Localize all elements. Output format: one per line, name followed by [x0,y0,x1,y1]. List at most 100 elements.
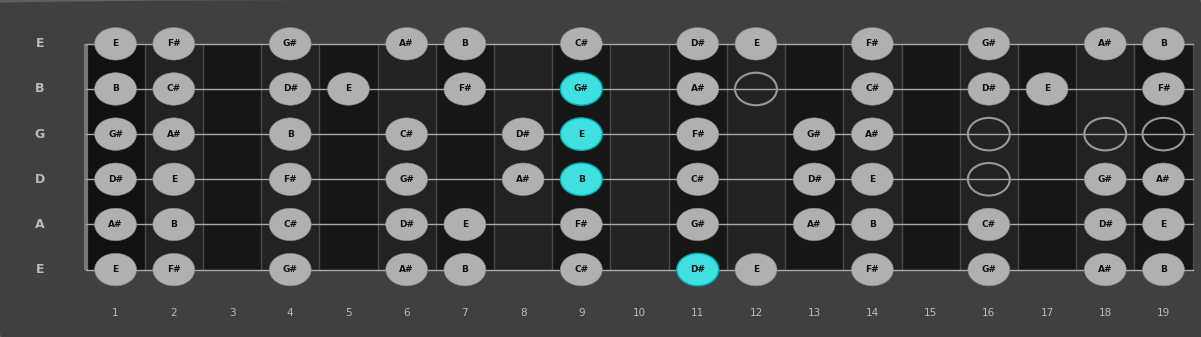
Text: C#: C# [866,85,879,93]
Ellipse shape [852,118,894,150]
Ellipse shape [852,28,894,60]
Text: F#: F# [1157,85,1170,93]
Ellipse shape [269,118,311,150]
Ellipse shape [677,28,718,60]
Ellipse shape [677,163,718,195]
Text: B: B [461,265,468,274]
Text: G#: G# [399,175,414,184]
Ellipse shape [677,118,718,150]
Text: 1: 1 [112,308,119,318]
Polygon shape [203,44,261,270]
Text: C#: C# [981,220,996,229]
Text: A#: A# [807,220,821,229]
Text: A#: A# [167,130,181,139]
Text: B: B [35,83,44,95]
Ellipse shape [735,28,777,60]
Text: D#: D# [1098,220,1113,229]
Polygon shape [727,44,785,270]
Ellipse shape [153,208,195,241]
Text: 2: 2 [171,308,177,318]
Text: B: B [1160,265,1167,274]
Ellipse shape [1142,73,1184,105]
Text: A#: A# [516,175,531,184]
Text: C#: C# [574,39,588,48]
Text: 9: 9 [578,308,585,318]
Text: D#: D# [515,130,531,139]
Text: B: B [578,175,585,184]
Text: F#: F# [866,39,879,48]
Ellipse shape [95,163,137,195]
Ellipse shape [735,253,777,286]
Text: F#: F# [866,265,879,274]
Text: 4: 4 [287,308,293,318]
Ellipse shape [1142,28,1184,60]
Ellipse shape [328,73,370,105]
Text: 6: 6 [404,308,410,318]
Ellipse shape [153,73,195,105]
Ellipse shape [852,73,894,105]
Text: F#: F# [458,85,472,93]
Ellipse shape [1142,163,1184,195]
Ellipse shape [386,163,428,195]
Text: 14: 14 [866,308,879,318]
Polygon shape [785,44,843,270]
Ellipse shape [677,208,718,241]
Text: A#: A# [1157,175,1171,184]
Text: E: E [753,39,759,48]
Ellipse shape [269,163,311,195]
Polygon shape [1018,44,1076,270]
Text: F#: F# [574,220,588,229]
Ellipse shape [968,73,1010,105]
Ellipse shape [269,208,311,241]
Text: B: B [1160,39,1167,48]
Text: D#: D# [399,220,414,229]
Text: D#: D# [691,265,705,274]
Text: E: E [753,265,759,274]
Ellipse shape [1142,253,1184,286]
Text: E: E [462,220,468,229]
Polygon shape [902,44,960,270]
Text: G#: G# [691,220,705,229]
Ellipse shape [561,28,602,60]
Ellipse shape [968,253,1010,286]
Ellipse shape [444,208,486,241]
Ellipse shape [793,208,835,241]
Text: E: E [113,265,119,274]
Ellipse shape [95,208,137,241]
Text: A: A [35,218,44,231]
Ellipse shape [269,28,311,60]
Ellipse shape [793,118,835,150]
Text: 16: 16 [982,308,996,318]
Ellipse shape [677,73,718,105]
Text: 13: 13 [807,308,820,318]
Ellipse shape [968,208,1010,241]
Text: F#: F# [283,175,297,184]
Text: D#: D# [981,85,997,93]
Text: F#: F# [167,39,180,48]
Ellipse shape [502,118,544,150]
Text: F#: F# [691,130,705,139]
Polygon shape [319,44,377,270]
Text: 17: 17 [1040,308,1053,318]
Text: C#: C# [167,85,181,93]
Polygon shape [552,44,610,270]
Text: E: E [171,175,177,184]
Text: A#: A# [400,39,414,48]
Ellipse shape [561,163,602,195]
Ellipse shape [95,73,137,105]
Text: E: E [870,175,876,184]
Ellipse shape [1142,208,1184,241]
Text: C#: C# [283,220,298,229]
Ellipse shape [386,208,428,241]
Polygon shape [261,44,319,270]
Text: A#: A# [1098,39,1112,48]
Ellipse shape [561,118,602,150]
Text: G#: G# [981,39,997,48]
Polygon shape [144,44,203,270]
Ellipse shape [153,28,195,60]
Text: E: E [578,130,585,139]
Ellipse shape [502,163,544,195]
Ellipse shape [386,118,428,150]
Ellipse shape [1085,208,1127,241]
Polygon shape [494,44,552,270]
